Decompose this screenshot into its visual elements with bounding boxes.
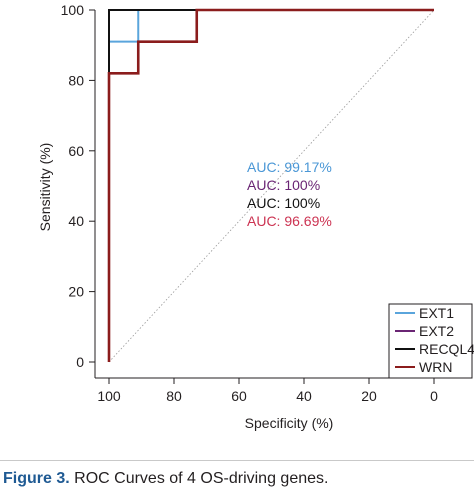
auc-label-recql4: AUC: 100% [247,195,320,211]
legend-box [388,303,473,379]
y-tick-label: 80 [68,72,84,88]
y-tick-label: 40 [68,213,84,229]
y-tick-label: 100 [61,2,85,18]
legend-label-wrn: WRN [419,359,452,375]
auc-label-ext1: AUC: 99.17% [247,159,332,175]
x-tick-label: 20 [361,388,377,404]
x-tick-label: 0 [430,388,438,404]
legend: EXT1 EXT2 RECQL4 WRN [388,303,474,379]
caption-divider [0,460,474,461]
auc-label-wrn: AUC: 96.69% [247,213,332,229]
auc-label-ext2: AUC: 100% [247,177,320,193]
reference-diagonal-line [108,9,435,363]
figure-caption: Figure 3. ROC Curves of 4 OS-driving gen… [3,470,328,488]
y-tick-label: 60 [68,143,84,159]
x-axis-label: Specificity (%) [245,415,334,431]
legend-label-ext2: EXT2 [419,323,454,339]
x-tick-label: 80 [166,388,182,404]
axes: 0 20 40 60 80 100 100 80 60 40 20 0 [61,2,448,404]
x-tick-label: 60 [231,388,247,404]
figure-label: Figure 3. [3,470,70,487]
y-tick-label: 0 [76,354,84,370]
reference-diagonal [108,9,435,363]
auc-annotations: AUC: 99.17% AUC: 100% AUC: 100% AUC: 96.69% [247,159,332,229]
y-axis-label: Sensitivity (%) [37,143,53,232]
y-tick-label: 20 [68,284,84,300]
legend-label-ext1: EXT1 [419,305,454,321]
legend-label-recql4: RECQL4 [419,341,474,357]
roc-curves [107,8,434,362]
x-tick-label: 40 [296,388,312,404]
x-tick-label: 100 [97,388,121,404]
roc-curve-wrn [107,8,434,362]
caption-text: ROC Curves of 4 OS-driving genes. [69,470,329,487]
